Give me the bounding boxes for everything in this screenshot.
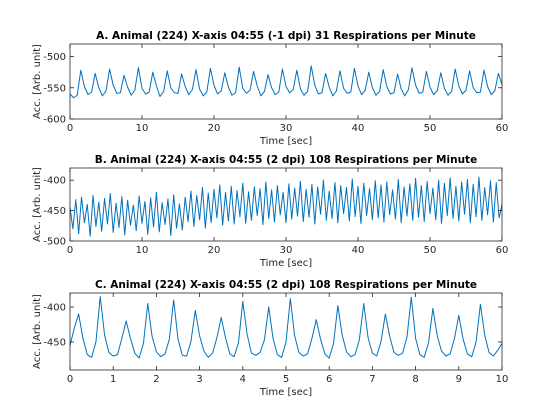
y-tick-label: -400 (43, 176, 66, 187)
y-tick-label: -500 (43, 52, 66, 63)
y-tick-label: -450 (43, 338, 66, 349)
y-axis-label: Acc. [Arb. unit] (32, 167, 43, 242)
x-tick-label: 60 (496, 245, 509, 256)
x-tick-label: 50 (424, 245, 437, 256)
x-tick-label: 10 (496, 374, 509, 385)
x-tick-label: 2 (153, 374, 159, 385)
x-axis-label: Time [sec] (259, 258, 312, 269)
x-tick-label: 20 (208, 123, 221, 134)
x-tick-label: 10 (136, 245, 149, 256)
x-tick-label: 40 (352, 123, 365, 134)
x-tick-label: 20 (208, 245, 221, 256)
x-tick-label: 30 (280, 245, 293, 256)
chart-title: B. Animal (224) X-axis 04:55 (2 dpi) 108… (95, 154, 477, 166)
axes-background (70, 168, 502, 241)
y-axis-label: Acc. [Arb. unit] (32, 294, 43, 369)
x-tick-label: 50 (424, 123, 437, 134)
chart-title: C. Animal (224) X-axis 04:55 (2 dpi) 108… (95, 279, 477, 291)
y-tick-label: -500 (43, 237, 66, 248)
x-tick-label: 40 (352, 245, 365, 256)
x-axis-label: Time [sec] (259, 387, 312, 398)
x-tick-label: 0 (67, 245, 73, 256)
y-axis-label: Acc. [Arb. unit] (32, 44, 43, 119)
axes-background (70, 44, 502, 119)
x-tick-label: 30 (280, 123, 293, 134)
y-tick-label: -400 (43, 303, 66, 314)
axes-background (70, 293, 502, 370)
x-tick-label: 3 (196, 374, 202, 385)
x-tick-label: 6 (326, 374, 332, 385)
y-tick-label: -550 (43, 83, 66, 94)
x-tick-label: 0 (67, 123, 73, 134)
x-tick-label: 4 (240, 374, 246, 385)
x-axis-label: Time [sec] (259, 136, 312, 147)
signal-line (69, 65, 503, 99)
chart-title: A. Animal (224) X-axis 04:55 (-1 dpi) 31… (96, 30, 476, 42)
x-tick-label: 8 (412, 374, 418, 385)
x-tick-label: 0 (67, 374, 73, 385)
y-tick-label: -600 (43, 115, 66, 126)
x-tick-label: 5 (283, 374, 289, 385)
signal-line (69, 296, 503, 359)
y-tick-label: -450 (43, 206, 66, 217)
x-tick-label: 1 (110, 374, 116, 385)
x-tick-label: 7 (369, 374, 375, 385)
signal-line (69, 176, 503, 237)
x-tick-label: 9 (456, 374, 462, 385)
x-tick-label: 60 (496, 123, 509, 134)
x-tick-label: 10 (136, 123, 149, 134)
